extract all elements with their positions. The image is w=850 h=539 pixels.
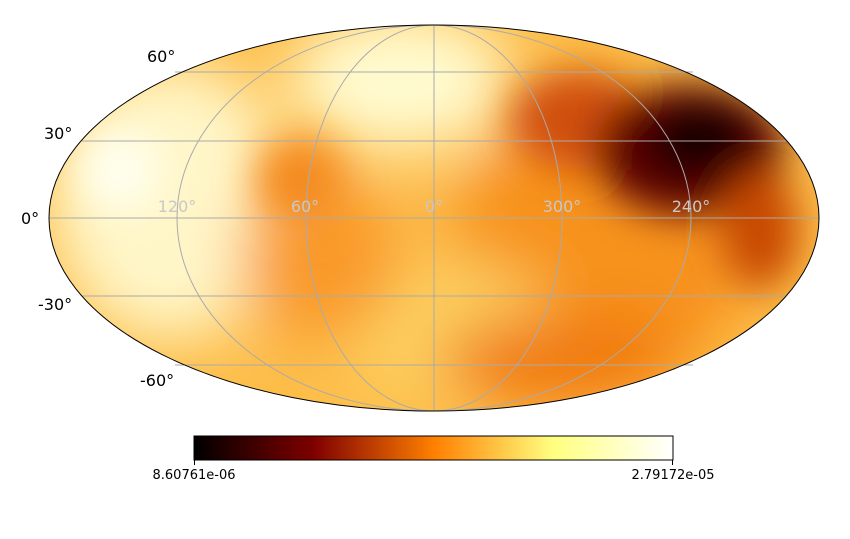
lat-label-60: 60° xyxy=(147,47,176,66)
lon-label-60: 60° xyxy=(290,197,320,216)
colorbar-max-label: 2.79172e-05 xyxy=(631,468,715,483)
lon-label-0: 0° xyxy=(424,197,444,216)
colorbar xyxy=(193,435,674,461)
lat-label-0: 0° xyxy=(21,209,40,228)
lat-label-30: 30° xyxy=(44,124,73,143)
lon-label-120: 120° xyxy=(157,197,197,216)
lat-label-minus-30: -30° xyxy=(38,295,73,314)
lat-label-minus-60: -60° xyxy=(140,371,175,390)
lon-label-300: 300° xyxy=(542,197,582,216)
lon-label-240: 240° xyxy=(671,197,711,216)
map-outline xyxy=(48,24,820,412)
colorbar-min-label: 8.60761e-06 xyxy=(152,468,236,483)
